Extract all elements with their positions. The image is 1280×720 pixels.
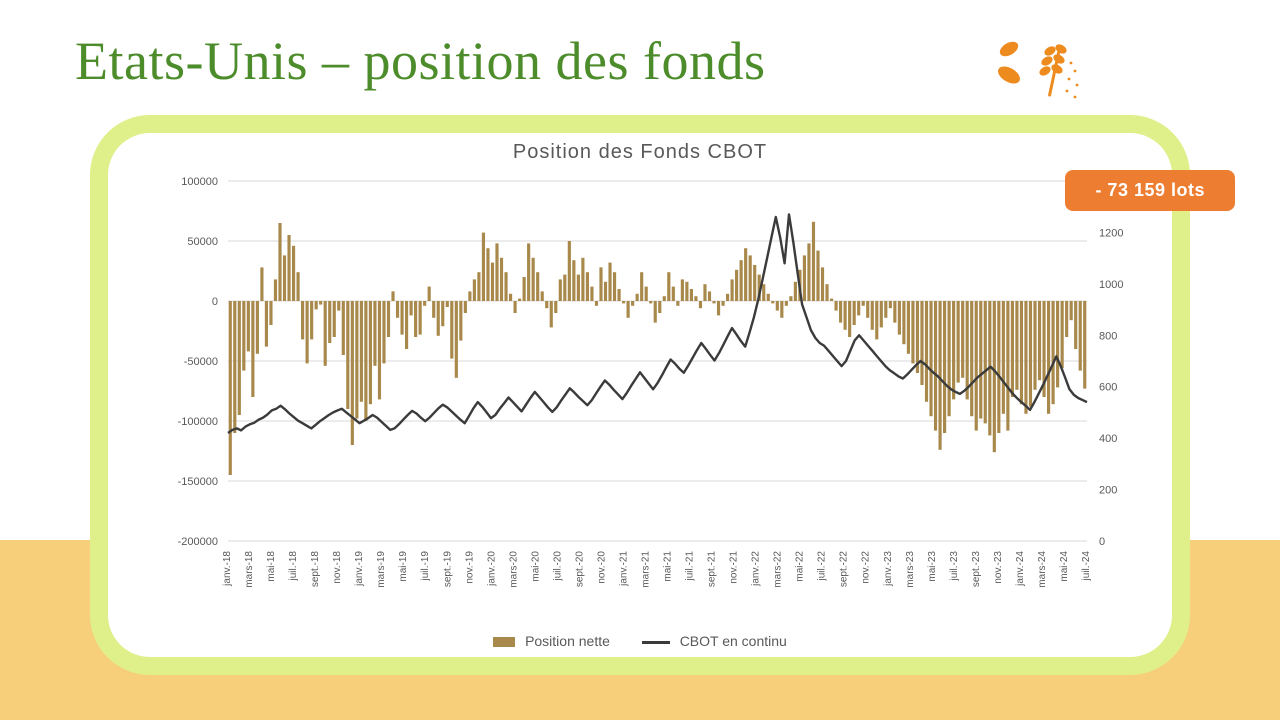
svg-text:juil.-21: juil.-21 xyxy=(685,551,696,582)
svg-text:mai-19: mai-19 xyxy=(398,551,409,582)
svg-text:juil.-19: juil.-19 xyxy=(420,551,431,582)
svg-text:mars-23: mars-23 xyxy=(905,551,916,588)
svg-text:nov.-21: nov.-21 xyxy=(729,551,740,584)
fund-position-chart: -200000 -150000 -100000 -50000 0 50000 100000 0… xyxy=(133,173,1147,623)
svg-text:mai-20: mai-20 xyxy=(530,551,541,582)
svg-text:janv.-20: janv.-20 xyxy=(486,551,497,587)
svg-text:janv.-18: janv.-18 xyxy=(222,551,233,587)
svg-text:nov.-18: nov.-18 xyxy=(332,551,343,584)
legend-label-bars: Position nette xyxy=(525,633,610,649)
svg-text:sept.-21: sept.-21 xyxy=(707,551,718,588)
svg-text:mars-24: mars-24 xyxy=(1037,551,1048,588)
svg-text:mai-18: mai-18 xyxy=(266,551,277,582)
svg-text:mai-24: mai-24 xyxy=(1059,551,1070,582)
svg-text:-150000: -150000 xyxy=(178,476,218,488)
net-position-badge: - 73 159 lots xyxy=(1065,170,1235,211)
svg-text:-100000: -100000 xyxy=(178,416,218,428)
svg-text:mars-22: mars-22 xyxy=(773,551,784,588)
svg-text:nov.-19: nov.-19 xyxy=(464,551,475,584)
svg-text:juil.-24: juil.-24 xyxy=(1081,551,1092,582)
legend-swatch-line xyxy=(642,641,670,644)
svg-text:1000: 1000 xyxy=(1099,279,1123,291)
svg-text:juil.-20: juil.-20 xyxy=(552,551,563,582)
svg-text:mars-19: mars-19 xyxy=(376,551,387,588)
page-title: Etats-Unis – position des fonds xyxy=(75,30,765,92)
svg-text:mai-23: mai-23 xyxy=(927,551,938,582)
svg-text:juil.-18: juil.-18 xyxy=(288,551,299,582)
legend-label-line: CBOT en continu xyxy=(680,633,787,649)
svg-text:janv.-23: janv.-23 xyxy=(883,551,894,587)
svg-text:200: 200 xyxy=(1099,485,1117,497)
svg-text:50000: 50000 xyxy=(187,236,218,248)
wheat-icon xyxy=(995,35,1085,105)
svg-text:nov.-23: nov.-23 xyxy=(993,551,1004,584)
svg-text:sept.-19: sept.-19 xyxy=(442,551,453,588)
svg-text:janv.-24: janv.-24 xyxy=(1015,551,1026,587)
svg-text:800: 800 xyxy=(1099,330,1117,342)
svg-text:400: 400 xyxy=(1099,433,1117,445)
svg-text:sept.-23: sept.-23 xyxy=(971,551,982,588)
chart-title: Position des Fonds CBOT xyxy=(108,141,1172,164)
svg-text:0: 0 xyxy=(212,296,218,308)
svg-text:-200000: -200000 xyxy=(178,536,218,548)
svg-text:-50000: -50000 xyxy=(184,356,218,368)
svg-text:sept.-22: sept.-22 xyxy=(839,551,850,588)
svg-text:1200: 1200 xyxy=(1099,227,1123,239)
svg-text:0: 0 xyxy=(1099,536,1105,548)
svg-text:juil.-22: juil.-22 xyxy=(817,551,828,582)
chart-legend: Position nette CBOT en continu xyxy=(108,633,1172,649)
svg-text:nov.-22: nov.-22 xyxy=(861,551,872,584)
svg-text:mai-21: mai-21 xyxy=(663,551,674,582)
svg-text:mars-20: mars-20 xyxy=(508,551,519,588)
svg-text:mars-21: mars-21 xyxy=(640,551,651,588)
svg-text:sept.-20: sept.-20 xyxy=(574,551,585,588)
svg-text:juil.-23: juil.-23 xyxy=(949,551,960,582)
svg-text:sept.-18: sept.-18 xyxy=(310,551,321,588)
svg-text:nov.-20: nov.-20 xyxy=(596,551,607,584)
svg-text:600: 600 xyxy=(1099,382,1117,394)
svg-text:mars-18: mars-18 xyxy=(244,551,255,588)
svg-text:100000: 100000 xyxy=(181,176,218,188)
legend-swatch-bars xyxy=(493,637,515,647)
svg-text:janv.-22: janv.-22 xyxy=(751,551,762,587)
svg-text:janv.-19: janv.-19 xyxy=(354,551,365,587)
chart-card: Position des Fonds CBOT -200000 -150000 -1… xyxy=(90,115,1190,675)
svg-text:mai-22: mai-22 xyxy=(795,551,806,582)
svg-text:janv.-21: janv.-21 xyxy=(618,551,629,587)
